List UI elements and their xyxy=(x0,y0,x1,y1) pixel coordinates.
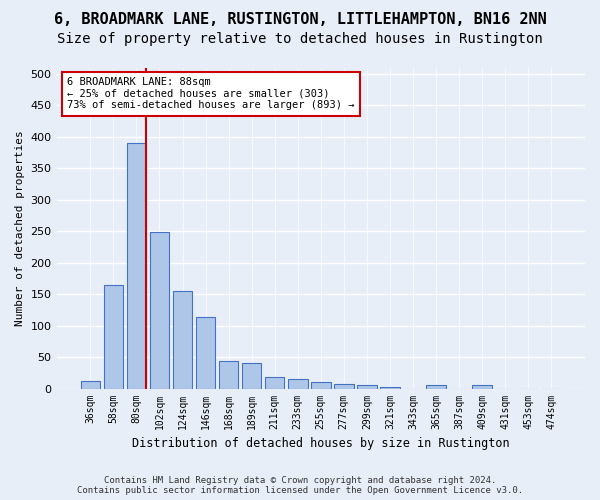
Bar xyxy=(288,379,308,388)
Bar xyxy=(127,143,146,388)
Bar xyxy=(149,232,169,388)
Bar xyxy=(357,386,377,388)
Bar xyxy=(104,284,123,389)
Bar xyxy=(426,386,446,388)
Bar xyxy=(380,386,400,388)
Y-axis label: Number of detached properties: Number of detached properties xyxy=(15,130,25,326)
Bar xyxy=(311,382,331,388)
Text: 6 BROADMARK LANE: 88sqm
← 25% of detached houses are smaller (303)
73% of semi-d: 6 BROADMARK LANE: 88sqm ← 25% of detache… xyxy=(67,77,355,110)
Text: Size of property relative to detached houses in Rustington: Size of property relative to detached ho… xyxy=(57,32,543,46)
Bar xyxy=(219,362,238,388)
Bar xyxy=(80,381,100,388)
Text: 6, BROADMARK LANE, RUSTINGTON, LITTLEHAMPTON, BN16 2NN: 6, BROADMARK LANE, RUSTINGTON, LITTLEHAM… xyxy=(53,12,547,28)
X-axis label: Distribution of detached houses by size in Rustington: Distribution of detached houses by size … xyxy=(132,437,509,450)
Bar xyxy=(196,318,215,388)
Bar xyxy=(472,386,492,388)
Text: Contains HM Land Registry data © Crown copyright and database right 2024.
Contai: Contains HM Land Registry data © Crown c… xyxy=(77,476,523,495)
Bar xyxy=(242,364,262,388)
Bar xyxy=(173,291,193,388)
Bar xyxy=(265,377,284,388)
Bar xyxy=(334,384,353,388)
